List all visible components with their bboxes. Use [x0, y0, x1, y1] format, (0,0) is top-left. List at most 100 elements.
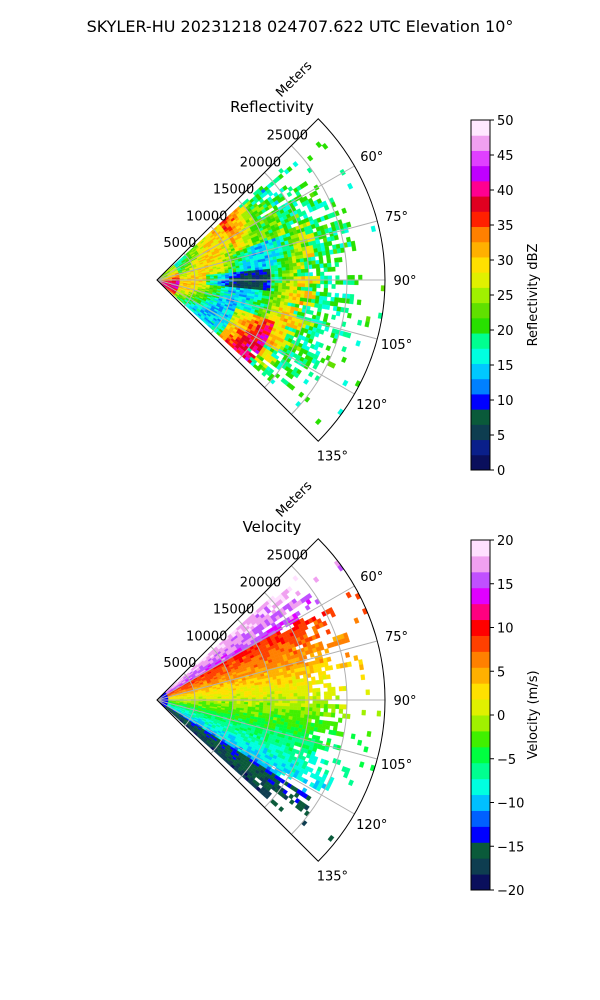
- radar-cell: [278, 285, 283, 290]
- radar-cell: [364, 321, 370, 328]
- radar-cell: [251, 282, 256, 285]
- radar-cell: [310, 256, 316, 262]
- azimuth-tick-label: 120°: [356, 398, 387, 413]
- radar-cell: [274, 285, 279, 290]
- radar-cell: [247, 275, 253, 278]
- radar-cell: [311, 680, 317, 685]
- radar-cell: [300, 290, 305, 295]
- radar-cell: [331, 314, 337, 320]
- radar-cell: [255, 692, 260, 696]
- radar-cell: [247, 702, 253, 705]
- radar-cell: [289, 699, 294, 704]
- radar-cell: [343, 771, 349, 779]
- radar-cell: [320, 275, 325, 281]
- radar-cell: [247, 272, 253, 276]
- radar-cell: [263, 282, 268, 286]
- radar-cell: [341, 346, 347, 353]
- colorbar-segment: [471, 317, 490, 334]
- radar-cell: [316, 699, 321, 705]
- radar-cell: [297, 692, 302, 697]
- radar-cell: [247, 282, 253, 285]
- azimuth-tick-label: 75°: [385, 210, 408, 225]
- radar-cell: [240, 273, 245, 277]
- radar-cell: [325, 254, 331, 260]
- radar-cell: [259, 694, 264, 698]
- radar-cell: [293, 689, 298, 694]
- radar-cell: [358, 761, 365, 768]
- radar-cell: [284, 260, 290, 265]
- radar-cell: [325, 300, 331, 306]
- radar-cell: [289, 279, 294, 284]
- radar-cell: [345, 591, 352, 599]
- range-tick-label: 5000: [163, 236, 196, 251]
- radar-cell: [301, 699, 306, 704]
- radar-cell: [285, 283, 291, 287]
- radar-cell: [300, 293, 305, 299]
- radar-cell: [292, 575, 299, 582]
- radar-cell: [259, 274, 264, 278]
- range-tick-label: 15000: [213, 182, 254, 197]
- radar-cell: [293, 276, 298, 281]
- radar-cell: [312, 699, 317, 705]
- radar-cell: [228, 276, 234, 279]
- radar-cell: [297, 286, 302, 291]
- radar-cell: [331, 691, 336, 696]
- radar-cell: [323, 683, 328, 688]
- radar-cell: [259, 272, 264, 276]
- radar-cell: [293, 279, 298, 284]
- radar-cell: [350, 240, 356, 247]
- radar-cell: [325, 345, 332, 352]
- radar-cell: [326, 258, 332, 264]
- radar-cell: [300, 261, 305, 267]
- radar-cell: [329, 721, 335, 727]
- radar-cell: [308, 730, 314, 735]
- radar-cell: [319, 295, 324, 301]
- radar-cell: [300, 681, 305, 687]
- radar-cell: [327, 687, 332, 692]
- radar-cell: [281, 684, 286, 688]
- radar-cell: [244, 701, 249, 705]
- radar-cell: [323, 267, 328, 272]
- radar-cell: [344, 652, 351, 658]
- colorbar-segment: [471, 150, 490, 167]
- radar-cell: [316, 267, 321, 273]
- radar-cell: [240, 275, 245, 279]
- radar-cell: [297, 272, 302, 277]
- radar-cell: [295, 258, 301, 264]
- radar-cell: [301, 703, 306, 708]
- radar-cell: [306, 154, 314, 162]
- radar-cell: [320, 728, 326, 734]
- radar-cell: [327, 695, 332, 701]
- radar-cell: [350, 279, 355, 285]
- radar-cell: [348, 779, 354, 787]
- radar-cell: [312, 275, 317, 281]
- radar-cell: [251, 704, 256, 708]
- radar-cell: [236, 701, 241, 705]
- colorbar-segment: [471, 363, 490, 380]
- reflectivity-panel: Reflectivity 500010000150002000025000Met…: [156, 58, 541, 479]
- radar-cell: [277, 708, 283, 713]
- radar-cell: [266, 274, 272, 278]
- radar-cell: [236, 693, 241, 697]
- radar-cell: [327, 682, 332, 688]
- radar-cell: [312, 692, 317, 697]
- radar-cell: [346, 312, 352, 319]
- colorbar-segment: [471, 439, 490, 456]
- radar-cell: [300, 706, 306, 712]
- radar-cell: [289, 703, 294, 707]
- radar-cell: [255, 269, 260, 273]
- radar-cell: [285, 693, 291, 697]
- radar-cell: [262, 271, 268, 275]
- reflectivity-sector: 500010000150002000025000Meters60°75°90°1…: [156, 58, 417, 464]
- radar-cell: [278, 690, 283, 695]
- radar-cell: [346, 275, 351, 281]
- colorbar-segment: [471, 348, 490, 364]
- radar-cell: [331, 284, 336, 289]
- radar-cell: [292, 289, 298, 294]
- radar-cell: [311, 260, 317, 265]
- radar-cell: [316, 271, 321, 277]
- radar-cell: [289, 706, 294, 711]
- radar-cell: [334, 292, 340, 298]
- radar-cell: [331, 708, 336, 714]
- radar-cell: [266, 282, 272, 286]
